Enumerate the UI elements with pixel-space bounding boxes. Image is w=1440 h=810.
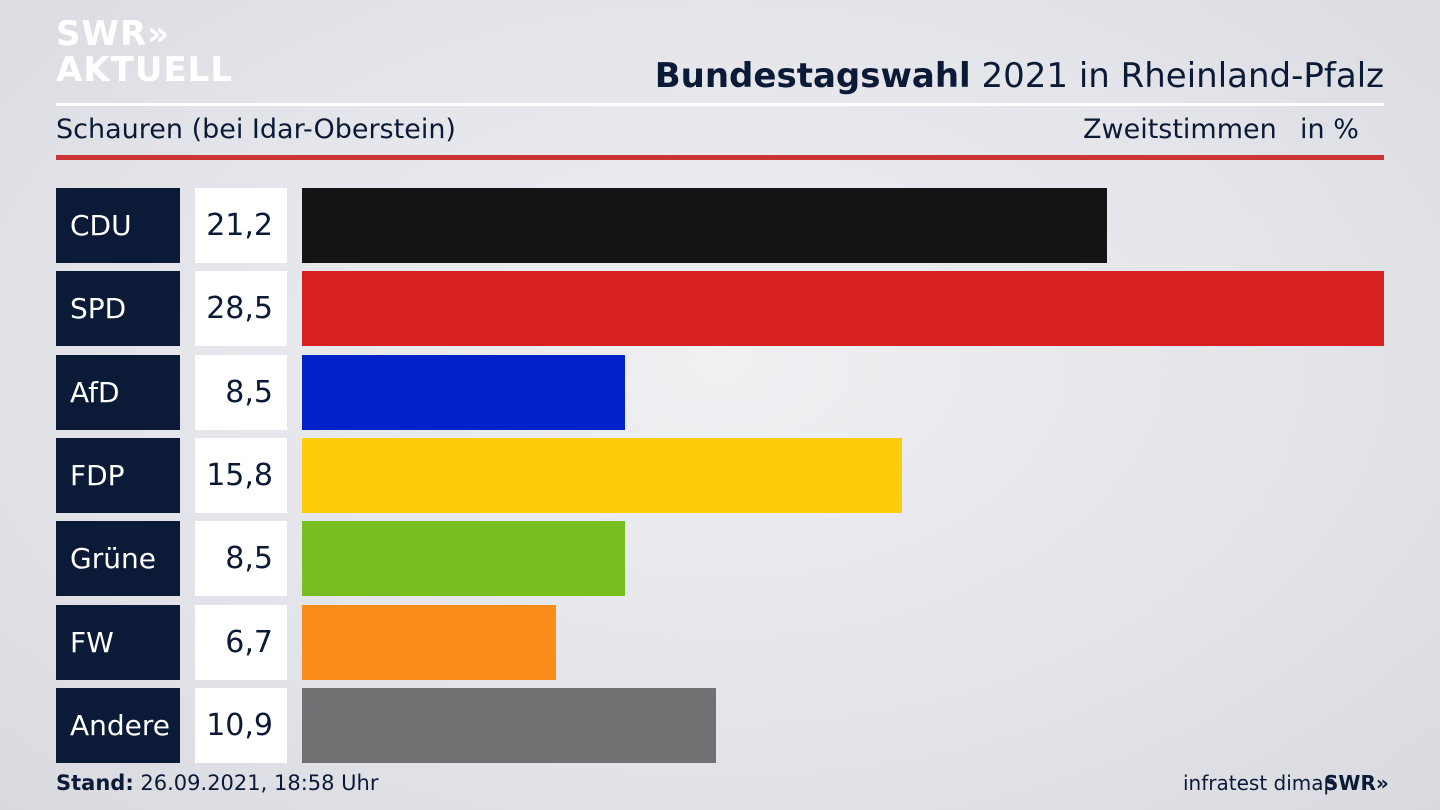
measure-label: Zweitstimmen bbox=[1083, 114, 1277, 145]
source-label: infratest dimap bbox=[1183, 771, 1337, 795]
party-label: Andere bbox=[56, 688, 180, 763]
party-label: AfD bbox=[56, 355, 180, 430]
bar bbox=[302, 521, 625, 596]
logo-line-2: AKTUELL bbox=[56, 50, 234, 90]
bar-row: CDU 21,2 bbox=[56, 188, 1384, 263]
chart-title-rest: 2021 in Rheinland-Pfalz bbox=[970, 56, 1384, 96]
bar bbox=[302, 355, 625, 430]
bar bbox=[302, 605, 556, 680]
value-label: 8,5 bbox=[195, 521, 287, 596]
bar bbox=[302, 688, 716, 763]
value-label: 28,5 bbox=[195, 271, 287, 346]
party-label: CDU bbox=[56, 188, 180, 263]
stand-value: 26.09.2021, 18:58 Uhr bbox=[133, 771, 379, 795]
logo-line-1: SWR» bbox=[56, 14, 171, 54]
swr-footer-logo: SWR» bbox=[1324, 771, 1389, 795]
chart-title-bold: Bundestagswahl bbox=[654, 56, 971, 96]
value-label: 6,7 bbox=[195, 605, 287, 680]
stand-label: Stand: bbox=[56, 771, 134, 795]
bar bbox=[302, 438, 902, 513]
bar bbox=[302, 271, 1384, 346]
accent-divider bbox=[56, 155, 1384, 160]
value-label: 15,8 bbox=[195, 438, 287, 513]
bar-row: Andere 10,9 bbox=[56, 688, 1384, 763]
location-label: Schauren (bei Idar-Oberstein) bbox=[56, 114, 456, 145]
bar-row: FW 6,7 bbox=[56, 605, 1384, 680]
party-label: FW bbox=[56, 605, 180, 680]
bar bbox=[302, 188, 1107, 263]
party-label: SPD bbox=[56, 271, 180, 346]
bar-row: FDP 15,8 bbox=[56, 438, 1384, 513]
unit-label: in % bbox=[1300, 114, 1359, 145]
chart-title: Bundestagswahl 2021 in Rheinland-Pfalz bbox=[655, 56, 1384, 96]
bar-row: Grüne 8,5 bbox=[56, 521, 1384, 596]
swr-aktuell-logo: SWR» AKTUELL bbox=[56, 16, 233, 88]
value-label: 10,9 bbox=[195, 688, 287, 763]
party-label: FDP bbox=[56, 438, 180, 513]
party-label: Grüne bbox=[56, 521, 180, 596]
header-divider bbox=[56, 103, 1384, 106]
value-label: 21,2 bbox=[195, 188, 287, 263]
bar-row: SPD 28,5 bbox=[56, 271, 1384, 346]
value-label: 8,5 bbox=[195, 355, 287, 430]
timestamp: Stand: 26.09.2021, 18:58 Uhr bbox=[56, 771, 379, 795]
bar-row: AfD 8,5 bbox=[56, 355, 1384, 430]
